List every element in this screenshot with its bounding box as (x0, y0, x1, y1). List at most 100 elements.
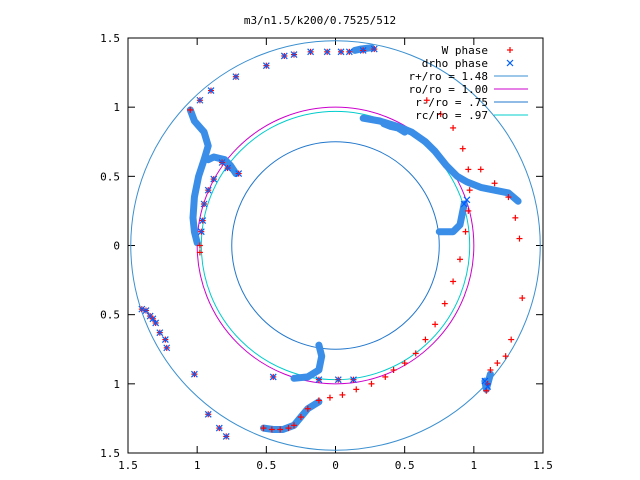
marker-d2 (506, 59, 514, 67)
marker-d2 (210, 175, 218, 183)
marker-d2 (262, 62, 270, 70)
legend-swatch-drho-phase (506, 59, 514, 67)
w-phase-point (491, 180, 498, 187)
drho-phase-point (204, 410, 212, 418)
reference-circles (130, 40, 541, 451)
y-tick-label: 1 (113, 101, 120, 114)
drho-phase-point (323, 48, 331, 56)
drho-phase-point (235, 170, 243, 177)
drho-phase-point (156, 329, 164, 337)
w-phase-point (291, 422, 297, 429)
y-tick-label: 1.5 (100, 447, 120, 460)
w-phase-point (516, 235, 523, 242)
drho-phase-point (200, 200, 208, 208)
w-phase-point (465, 207, 472, 214)
marker-d2 (460, 200, 468, 208)
marker-d2 (232, 73, 240, 81)
marker-d2 (215, 424, 223, 432)
w-phase-point (441, 300, 448, 307)
drho-phase-point (149, 315, 157, 323)
drho-phase-point (161, 336, 169, 343)
marker-layer (138, 45, 526, 440)
drho-phase-point (280, 52, 288, 60)
marker-d2 (337, 48, 345, 56)
y-tick-label: 1.5 (100, 32, 120, 45)
w-phase-point (412, 350, 419, 357)
drho-phase-point (222, 432, 230, 440)
marker-d2 (290, 51, 298, 59)
w-phase-point (457, 256, 463, 263)
legend-swatch-w-phase (507, 47, 513, 53)
legend-label: ro/ro = 1.00 (409, 83, 488, 96)
legend-label: r-/ro = .75 (415, 96, 488, 109)
w-phase-point (477, 166, 484, 173)
marker-d2 (199, 217, 207, 225)
w-phase-point (339, 391, 346, 398)
marker-d2 (359, 47, 367, 54)
drho-phase-point (345, 48, 353, 56)
w-phase-point (196, 249, 203, 256)
w-phase-point (422, 336, 429, 343)
drho-phase-point (370, 45, 378, 53)
marker-d2 (222, 432, 230, 440)
marker-d2 (149, 315, 157, 323)
drho-phase-point (199, 217, 207, 225)
marker-d2 (156, 329, 164, 337)
w-phase-point (304, 405, 311, 412)
marker-d2 (152, 319, 160, 327)
x-tick-label: 0.5 (395, 459, 415, 472)
w-phase-point (462, 228, 469, 235)
marker-d2 (345, 48, 353, 56)
drho-phase-point (218, 159, 226, 166)
marker-d2 (484, 383, 492, 391)
w-phase-point (502, 353, 509, 360)
marker-d2 (350, 376, 357, 384)
marker-d2 (307, 48, 315, 56)
drho-phase-point (138, 305, 146, 313)
marker-d2 (323, 48, 331, 56)
marker-d2 (463, 196, 471, 204)
w-phase-point (508, 336, 515, 343)
legend-label: W phase (442, 44, 488, 57)
x-tick-label: 1 (471, 459, 478, 472)
marker-d2 (197, 228, 205, 236)
marker-d2 (235, 170, 243, 177)
w-phase-point (432, 321, 439, 328)
marker-d2 (163, 344, 171, 352)
w-phase-point (450, 278, 457, 285)
drho-band (186, 106, 212, 247)
w-phase-point (505, 194, 512, 201)
w-phase-point (353, 386, 360, 393)
w-phase-point (423, 97, 430, 104)
drho-phase-point (359, 47, 367, 54)
w-phase-point (382, 373, 389, 380)
x-tick-label: 1.5 (533, 459, 553, 472)
w-phase-point (519, 295, 526, 302)
y-tick-label: 1 (113, 378, 120, 391)
drho-phase-point (204, 186, 212, 194)
drho-phase-point (269, 373, 277, 381)
drho-phase-point (207, 87, 215, 94)
plot-axes: 1.5 1 0.5 0 0.5 1 1.51.510.500.511.5 (100, 32, 553, 472)
marker-d2 (207, 87, 215, 94)
marker-d2 (138, 305, 146, 313)
w-phase-point (277, 426, 284, 433)
marker-d2 (269, 373, 277, 381)
w-phase-point (368, 380, 375, 387)
w-phase-point (450, 124, 457, 131)
marker-d2 (370, 45, 378, 53)
legend-label: rc/ro = .97 (415, 109, 488, 122)
w-phase-point (285, 425, 292, 432)
w-phase-point (326, 394, 333, 401)
drho-band (359, 114, 522, 205)
w-phase-point (494, 360, 501, 367)
w-phase-point (487, 367, 494, 373)
marker-d2 (204, 186, 212, 194)
drho-band (435, 200, 468, 236)
drho-phase-point (197, 228, 205, 236)
drho-phase-point (350, 376, 357, 384)
marker-d2 (315, 376, 323, 384)
legend-label: r+/ro = 1.48 (409, 70, 488, 83)
